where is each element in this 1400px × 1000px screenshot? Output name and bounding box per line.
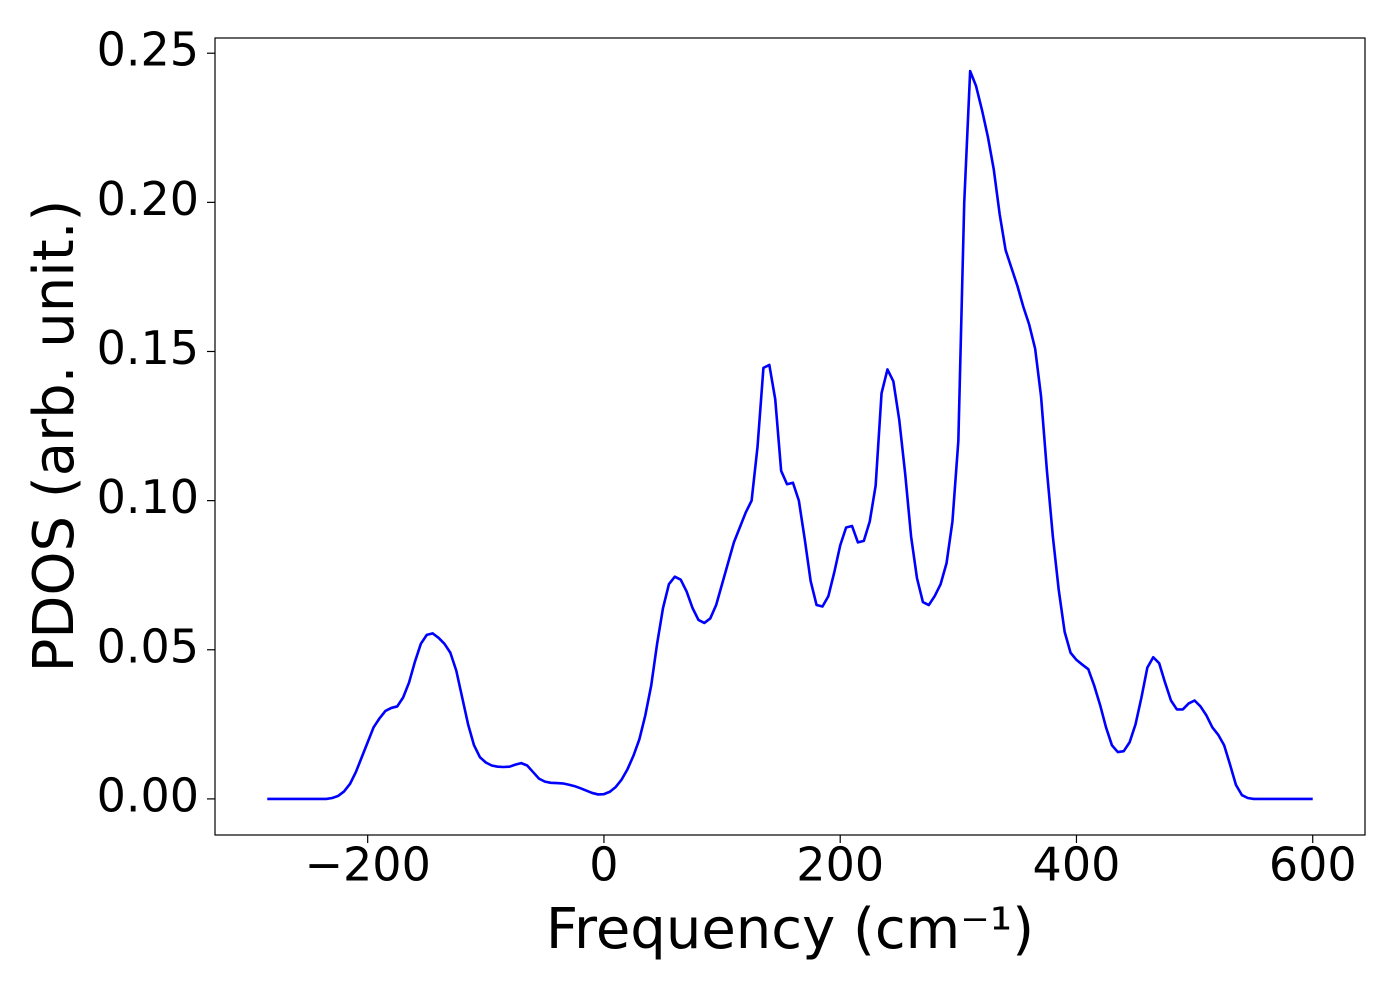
y-tick-label: 0.10 <box>97 470 199 524</box>
plot-frame <box>214 37 1366 836</box>
y-tick-label: 0.00 <box>97 768 199 822</box>
data-line <box>267 69 1313 801</box>
y-tick-label: 0.05 <box>97 619 199 673</box>
x-tick-label: 0 <box>589 838 618 892</box>
y-axis-label: PDOS (arb. unit.) <box>22 200 87 673</box>
x-tick-label: 200 <box>796 838 884 892</box>
x-axis-label: Frequency (cm⁻¹) <box>546 897 1034 962</box>
y-tick-label: 0.25 <box>97 23 199 77</box>
x-tick-label: −200 <box>305 838 431 892</box>
x-tick-label: 400 <box>1033 838 1121 892</box>
x-tick-label: 600 <box>1269 838 1357 892</box>
y-tick-label: 0.15 <box>97 321 199 375</box>
y-tick-label: 0.20 <box>97 172 199 226</box>
